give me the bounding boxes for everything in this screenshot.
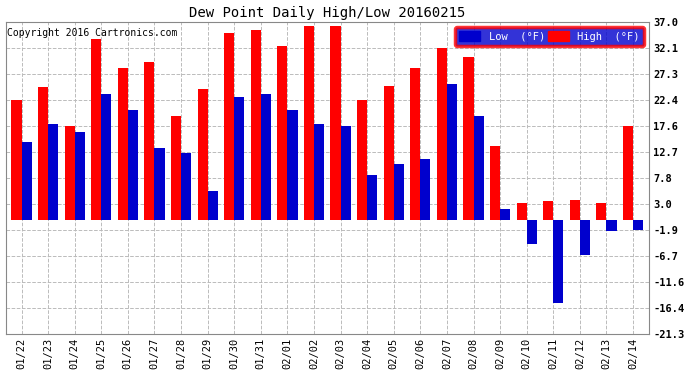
Bar (155, 148, 164, 220)
Bar (437, 48, 447, 220)
Bar (570, 200, 580, 220)
Bar (118, 68, 128, 220)
Bar (500, 209, 510, 220)
Bar (357, 100, 367, 220)
Bar (394, 164, 404, 220)
Bar (314, 124, 324, 220)
Bar (48, 124, 58, 220)
Bar (490, 146, 500, 220)
Bar (171, 116, 181, 220)
Bar (65, 126, 75, 220)
Bar (596, 203, 607, 220)
Bar (464, 57, 473, 220)
Bar (447, 84, 457, 220)
Text: Copyright 2016 Cartronics.com: Copyright 2016 Cartronics.com (7, 28, 177, 38)
Bar (208, 190, 218, 220)
Bar (261, 94, 271, 220)
Bar (543, 201, 553, 220)
Bar (101, 94, 111, 220)
Bar (144, 62, 155, 220)
Bar (526, 220, 537, 244)
Bar (91, 39, 101, 220)
Title: Dew Point Daily High/Low 20160215: Dew Point Daily High/Low 20160215 (189, 6, 466, 20)
Bar (473, 116, 484, 220)
Bar (304, 26, 314, 220)
Bar (128, 110, 138, 220)
Bar (341, 126, 351, 220)
Bar (411, 68, 420, 220)
Bar (623, 126, 633, 220)
Bar (607, 220, 617, 231)
Bar (21, 142, 32, 220)
Bar (331, 26, 341, 220)
Bar (250, 30, 261, 220)
Legend: Low  (°F), High  (°F): Low (°F), High (°F) (455, 27, 644, 46)
Bar (633, 220, 643, 230)
Bar (277, 46, 288, 220)
Bar (517, 203, 526, 220)
Bar (367, 175, 377, 220)
Bar (234, 97, 244, 220)
Bar (420, 159, 431, 220)
Bar (181, 153, 191, 220)
Bar (197, 89, 208, 220)
Bar (384, 86, 394, 220)
Bar (75, 132, 85, 220)
Bar (224, 33, 234, 220)
Bar (288, 110, 297, 220)
Bar (38, 87, 48, 220)
Bar (580, 220, 590, 255)
Bar (553, 220, 564, 303)
Bar (12, 100, 21, 220)
